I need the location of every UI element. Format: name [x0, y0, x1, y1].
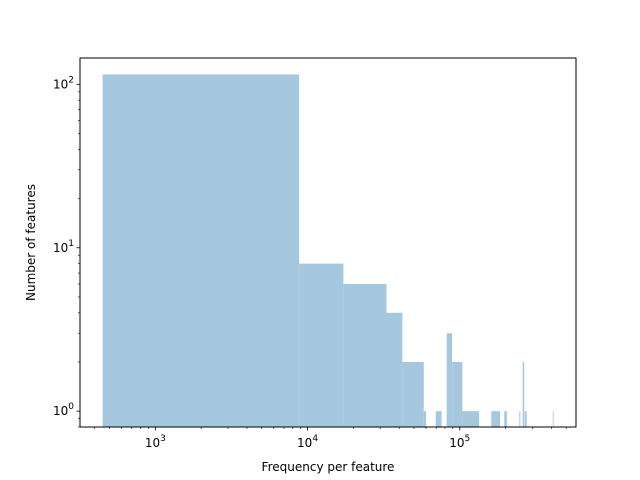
y-tick-label-0: 100 — [53, 402, 74, 418]
histogram-bar-14 — [524, 411, 527, 427]
histogram-bar-13 — [522, 361, 525, 427]
y-tick-label-2: 102 — [53, 75, 74, 91]
x-tick-label-1: 104 — [297, 434, 318, 450]
plot-area-frame — [79, 57, 577, 428]
histogram-bar-1 — [299, 263, 344, 427]
x-tick-label-2: 105 — [449, 434, 470, 450]
histogram-bar-2 — [343, 284, 387, 427]
histogram-bar-4 — [402, 361, 424, 427]
x-tick-label-0: 103 — [145, 434, 166, 450]
histogram-bar-9 — [462, 411, 480, 427]
histogram-bar-0 — [102, 74, 300, 427]
histogram-bar-6 — [435, 411, 442, 427]
y-tick-label-1: 101 — [53, 239, 74, 255]
histogram-bar-7 — [446, 333, 453, 427]
histogram-bar-12 — [519, 411, 521, 427]
histogram-bars — [102, 74, 554, 427]
x-axis-label: Frequency per feature — [262, 460, 395, 474]
histogram-bar-8 — [452, 361, 463, 427]
histogram-bar-3 — [386, 312, 403, 427]
histogram-bar-5 — [423, 411, 427, 427]
y-axis-label: Number of features — [24, 184, 38, 301]
histogram-bar-10 — [491, 411, 501, 427]
y-axis-ticks: 100 101 102 — [53, 75, 80, 418]
x-axis-ticks: 103 104 105 — [145, 427, 470, 450]
histogram-bar-15 — [552, 411, 554, 427]
histogram-bar-11 — [504, 411, 507, 427]
